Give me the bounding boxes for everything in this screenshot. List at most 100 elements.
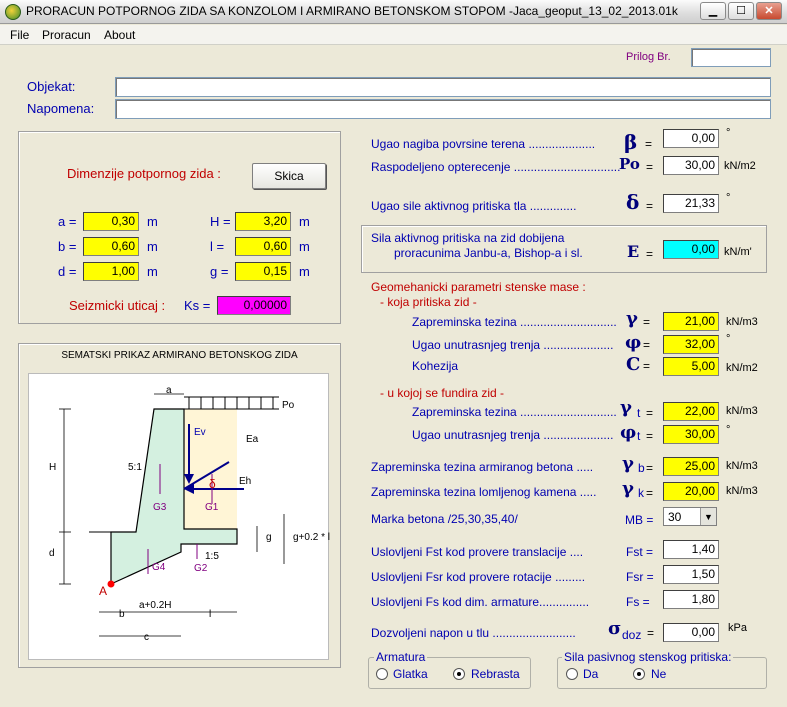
label-ea: Ea: [246, 434, 259, 445]
mb-select-value: 30: [668, 510, 682, 524]
label-g3: G3: [153, 502, 167, 513]
delta-symbol: δ: [626, 190, 640, 214]
E-input[interactable]: 0,00: [663, 240, 719, 259]
radio-rebrasta[interactable]: [453, 668, 465, 680]
gamma-symbol: γ: [626, 308, 638, 329]
menu-about[interactable]: About: [104, 28, 136, 42]
E-unit: kN/m': [724, 246, 752, 258]
menu-proracun[interactable]: Proracun: [42, 28, 91, 42]
b-unit: m: [147, 239, 158, 254]
fs-input[interactable]: 1,80: [663, 590, 719, 609]
b-label: b =: [58, 239, 77, 254]
E-eq: =: [646, 247, 654, 261]
sigma-input[interactable]: 0,00: [663, 623, 719, 642]
gamma-k-symbol: γ: [622, 478, 634, 499]
label-g-expr: g+0.2 * l: [293, 532, 330, 543]
phi-symbol: φ: [625, 332, 642, 353]
maximize-button[interactable]: ☐: [728, 2, 754, 20]
a-input[interactable]: 0,30: [83, 212, 139, 231]
beta-eq: =: [645, 137, 653, 151]
c-label: Kohezija: [412, 359, 459, 373]
beta-unit: °: [726, 127, 731, 139]
prilog-label: Prilog Br.: [626, 51, 671, 63]
objekat-input[interactable]: [115, 77, 771, 97]
gamma-t-sub: t: [637, 406, 641, 420]
gamma-t-eq: =: [646, 406, 654, 420]
skica-button[interactable]: Skica: [252, 163, 326, 189]
window-file-name: Jaca_geoput_13_02_2013.01k: [513, 4, 678, 18]
ks-label: Ks =: [184, 298, 211, 313]
gamma-t-input[interactable]: 22,00: [663, 402, 719, 421]
phi-t-label: Ugao unutrasnjeg trenja ................…: [412, 428, 614, 442]
armatura-group: [368, 657, 531, 689]
c-input[interactable]: 5,00: [663, 357, 719, 376]
radio-glatka[interactable]: [376, 668, 388, 680]
d-input[interactable]: 1,00: [83, 262, 139, 281]
minimize-button[interactable]: ▁: [700, 2, 726, 20]
delta-label: Ugao sile aktivnog pritiska tla ........…: [371, 199, 577, 213]
g-label: g =: [210, 264, 229, 279]
label-g2: G2: [194, 563, 208, 574]
sigma-unit: kPa: [728, 622, 747, 634]
radio-ne[interactable]: [633, 668, 645, 680]
dimensions-title: Dimenzije potpornog zida :: [67, 166, 221, 181]
fst-input[interactable]: 1,40: [663, 540, 719, 559]
gamma-b-input[interactable]: 25,00: [663, 457, 719, 476]
fst-symbol: Fst =: [626, 545, 654, 559]
label-c: c: [144, 632, 149, 643]
b-input[interactable]: 0,60: [83, 237, 139, 256]
gamma-input[interactable]: 21,00: [663, 312, 719, 331]
g-input[interactable]: 0,15: [235, 262, 291, 281]
menu-file[interactable]: File: [10, 28, 30, 42]
delta-eq: =: [646, 199, 654, 213]
phi-t-eq: =: [646, 429, 654, 443]
radio-ne-label: Ne: [651, 667, 667, 681]
label-eh: Eh: [239, 476, 252, 487]
phi-t-input[interactable]: 30,00: [663, 425, 719, 444]
app-icon: [5, 4, 21, 20]
gamma-unit: kN/m3: [726, 316, 758, 328]
E-label-1: Sila aktivnog pritiska na zid dobijena: [371, 231, 565, 245]
radio-rebrasta-label: Rebrasta: [471, 667, 520, 681]
phi-t-unit: °: [726, 424, 731, 436]
d-label: d =: [58, 264, 77, 279]
gamma-k-eq: =: [646, 486, 654, 500]
delta-unit: °: [726, 192, 731, 204]
po-input[interactable]: 30,00: [663, 156, 719, 175]
label-delta: δ: [209, 477, 216, 491]
napomena-input[interactable]: [115, 99, 771, 119]
fsr-symbol: Fsr =: [626, 570, 654, 584]
label-po: Po: [282, 400, 295, 411]
delta-input[interactable]: 21,33: [663, 194, 719, 213]
ks-input[interactable]: 0,00000: [217, 296, 291, 315]
phi-input[interactable]: 32,00: [663, 335, 719, 354]
objekat-label: Objekat:: [27, 79, 76, 94]
phi-eq: =: [643, 338, 651, 352]
mb-label: Marka betona /25,30,35,40/: [371, 512, 518, 526]
mb-select[interactable]: 30 ▼: [663, 507, 717, 526]
diagram-canvas: a Po H 5:1 Ev Ea Eh δ G3 G1 G4 G2 d g g+…: [28, 373, 330, 660]
armatura-title: Armatura: [374, 650, 428, 664]
E-label-2: proracunima Janbu-a, Bishop-a i sl.: [394, 246, 583, 260]
close-button[interactable]: ✕: [756, 2, 782, 20]
geo-title: Geomehanicki parametri stenske mase :: [371, 280, 586, 294]
gamma-b-symbol: γ: [622, 453, 634, 474]
beta-symbol: β: [624, 130, 638, 154]
prilog-input[interactable]: [691, 48, 771, 67]
l-input[interactable]: 0,60: [235, 237, 291, 256]
H-input[interactable]: 3,20: [235, 212, 291, 231]
E-panel: [361, 225, 767, 273]
fsr-input[interactable]: 1,50: [663, 565, 719, 584]
fsr-label: Uslovljeni Fsr kod provere rotacije ....…: [371, 570, 586, 584]
d-unit: m: [147, 264, 158, 279]
phi-t-sub: t: [637, 429, 641, 443]
radio-da[interactable]: [566, 668, 578, 680]
label-l: l: [209, 609, 212, 620]
diagram-title: SEMATSKI PRIKAZ ARMIRANO BETONSKOG ZIDA: [61, 350, 298, 361]
diagram-panel: [18, 343, 341, 668]
label-g1: G1: [205, 502, 219, 513]
beta-input[interactable]: 0,00: [663, 129, 719, 148]
gamma-k-input[interactable]: 20,00: [663, 482, 719, 501]
chevron-down-icon[interactable]: ▼: [700, 508, 716, 525]
label-g4: G4: [152, 562, 166, 573]
